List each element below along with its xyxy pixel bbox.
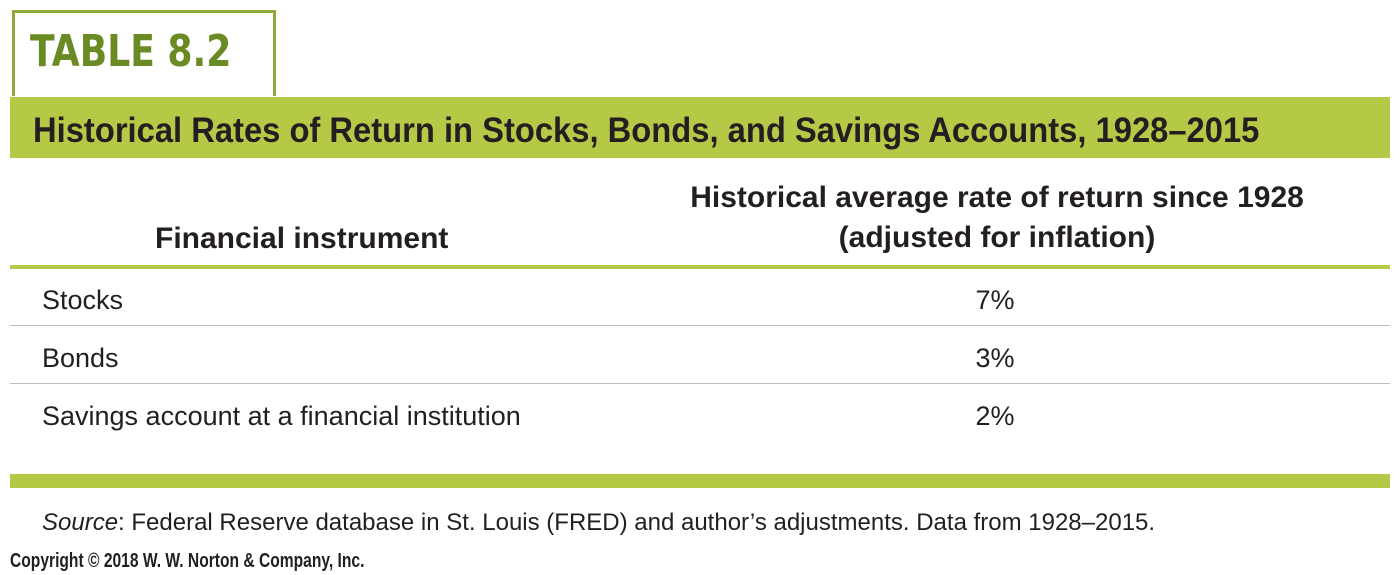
row-savings-instrument: Savings account at a financial instituti… [42,401,521,431]
header-rate-line1: Historical average rate of return since … [690,181,1304,214]
header-financial-instrument: Financial instrument [155,222,449,255]
source-note: Source: Federal Reserve database in St. … [42,509,1155,537]
row-stocks-instrument: Stocks [42,285,124,315]
footer-rule [10,474,1390,488]
row-divider [10,325,1390,326]
header-rate-line2: (adjusted for inflation) [838,221,1156,254]
title-band [10,97,1390,158]
row-bonds-rate: 3% [975,343,1015,373]
table-title: Historical Rates of Return in Stocks, Bo… [33,111,1260,150]
source-text: : Federal Reserve database in St. Louis … [118,509,1156,536]
row-divider [10,383,1390,384]
copyright-notice: Copyright © 2018 W. W. Norton & Company,… [10,550,365,572]
row-stocks-rate: 7% [975,285,1015,315]
table-label: TABLE 8.2 [30,26,232,77]
table-label-frame [12,10,276,96]
source-label: Source [42,509,119,536]
header-rate-of-return: Historical average rate of return since … [652,178,1342,258]
row-bonds-instrument: Bonds [42,343,119,373]
header-rule [10,265,1390,269]
row-savings-rate: 2% [975,401,1015,431]
